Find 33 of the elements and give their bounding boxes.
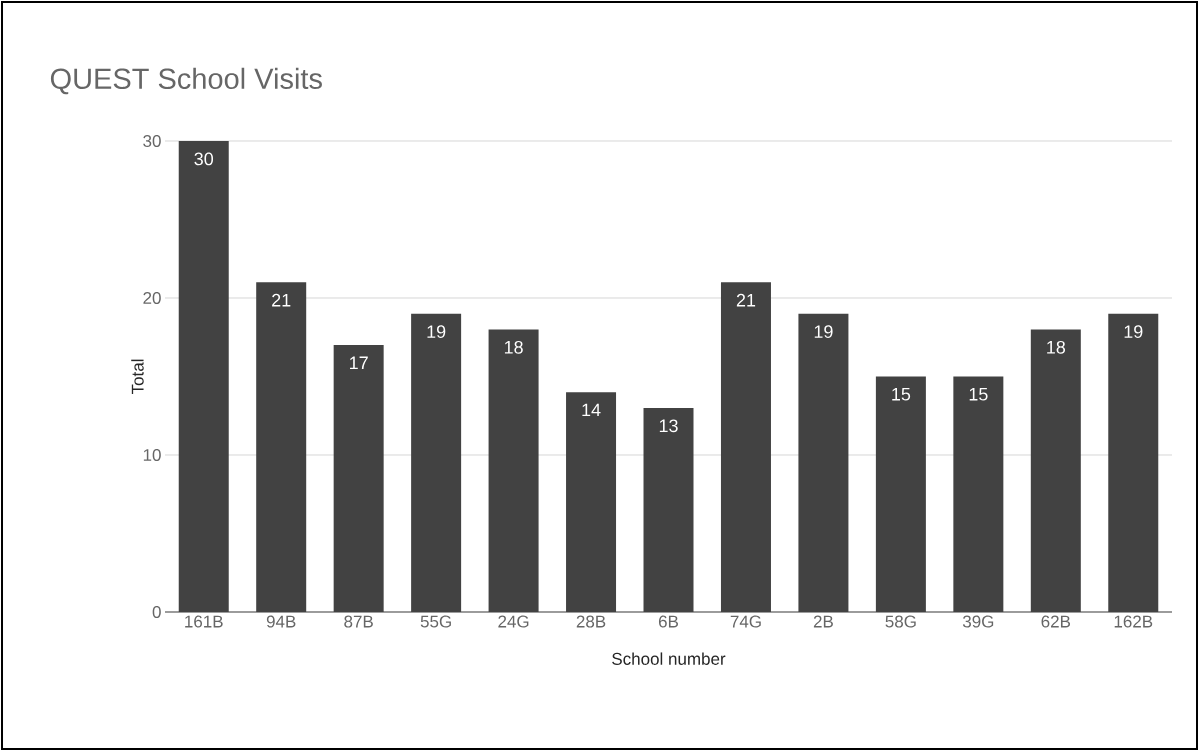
- x-tick-label: 87B: [344, 615, 373, 628]
- data-label: 19: [1124, 325, 1143, 338]
- data-label: 17: [350, 356, 368, 369]
- chart-title: QUEST School Visits: [50, 67, 322, 95]
- x-tick-label: 161B: [185, 615, 223, 628]
- y-tick-label: 0: [152, 605, 161, 619]
- x-axis-title: School number: [612, 652, 726, 665]
- y-tick-label: 20: [143, 291, 161, 305]
- x-tick-label: 28B: [576, 615, 606, 628]
- x-tick-label: 74G: [730, 615, 761, 628]
- data-label: 19: [814, 325, 833, 338]
- x-tick-label: 62B: [1041, 615, 1071, 628]
- data-label: 18: [504, 340, 523, 354]
- x-tick-label: 6B: [658, 615, 679, 628]
- x-tick-label: 58G: [885, 615, 916, 628]
- x-tick-label: 162B: [1114, 615, 1153, 628]
- x-tick-label: 24G: [498, 615, 529, 628]
- data-label: 15: [892, 388, 911, 401]
- data-label: 21: [272, 293, 291, 307]
- data-label: 18: [1047, 340, 1066, 354]
- data-label: 30: [194, 152, 214, 166]
- x-tick-label: 2B: [813, 615, 833, 628]
- y-tick-label: 30: [143, 134, 161, 148]
- y-axis-title: Total: [131, 359, 144, 395]
- y-tick-label: 10: [143, 448, 161, 462]
- x-tick-label: 94B: [266, 615, 296, 628]
- x-tick-label: 55G: [420, 615, 451, 628]
- data-label: 19: [427, 325, 446, 338]
- data-label: 14: [582, 403, 601, 417]
- x-tick-label: 39G: [962, 615, 994, 628]
- data-label: 15: [969, 388, 988, 401]
- data-label: 13: [659, 419, 678, 433]
- data-label: 21: [736, 293, 756, 307]
